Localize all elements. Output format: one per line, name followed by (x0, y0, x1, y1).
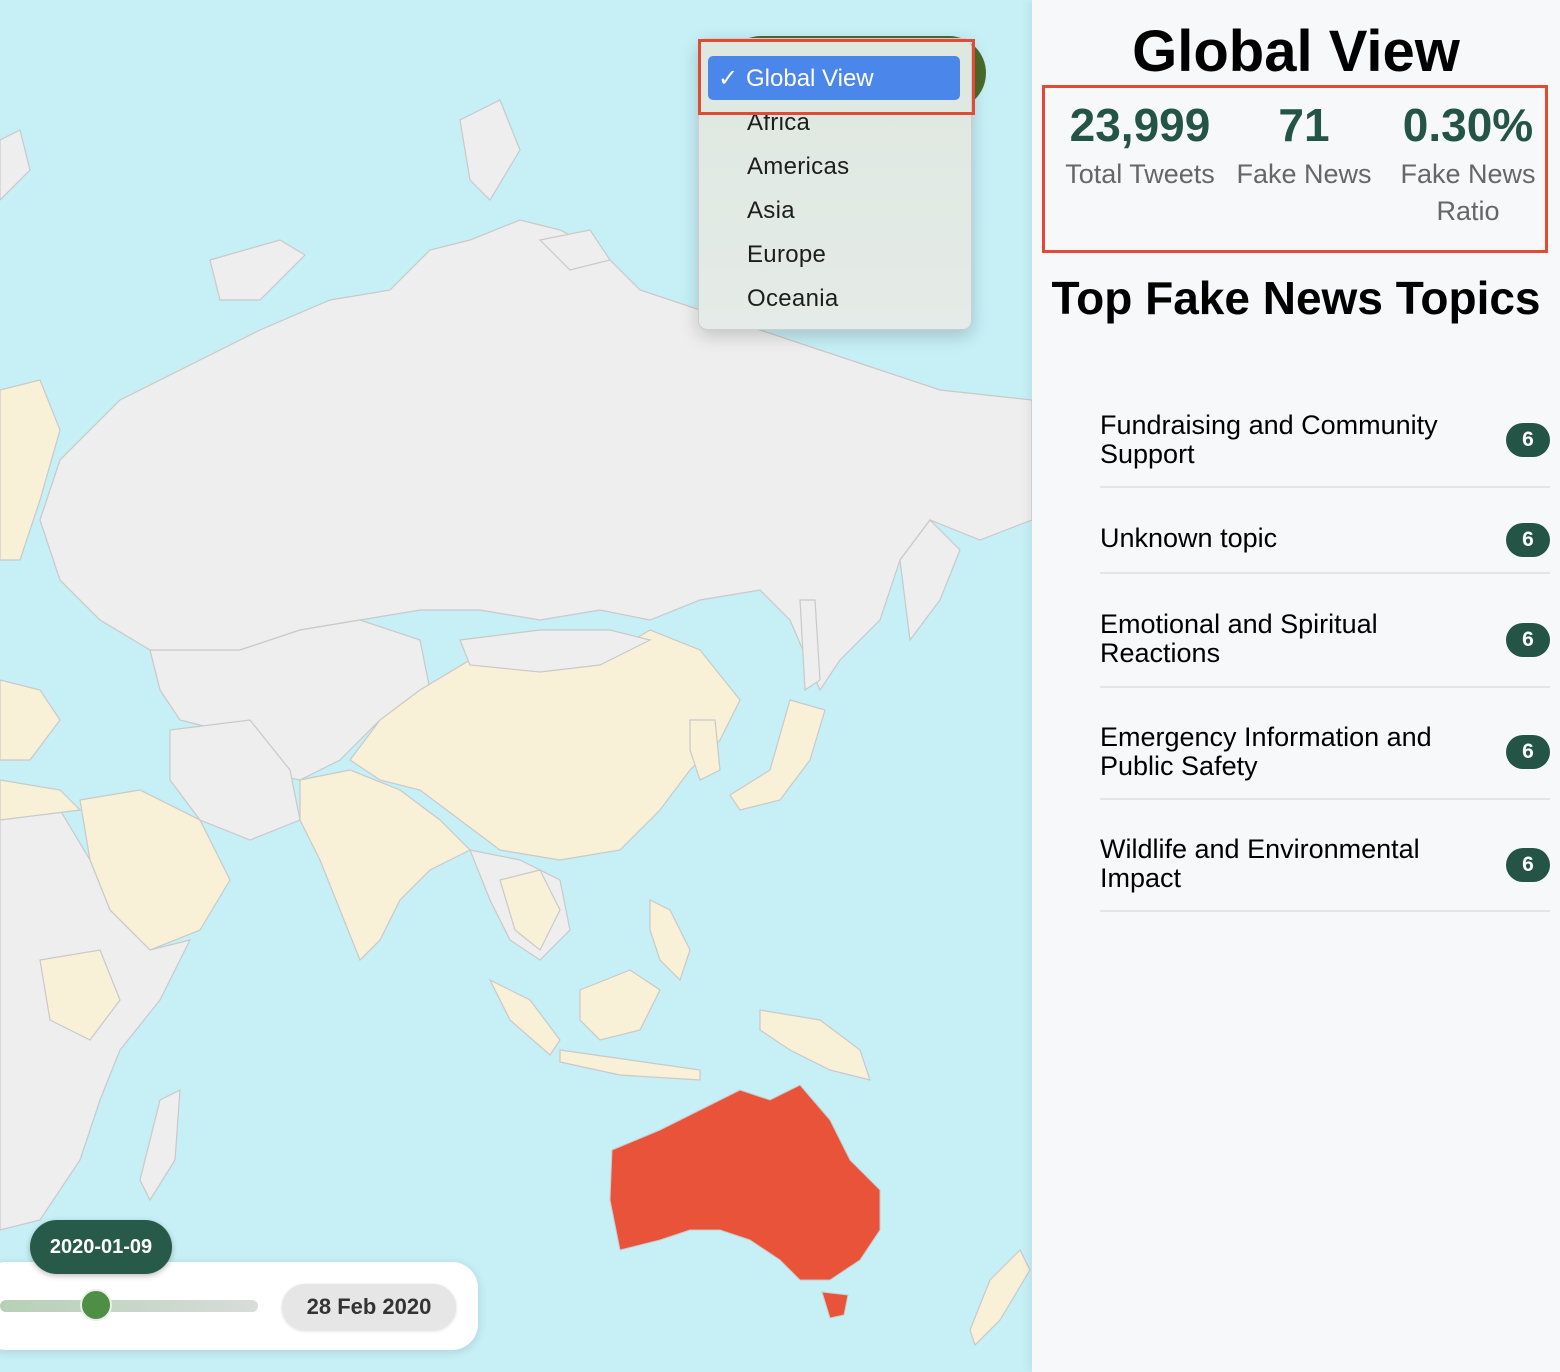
country-iran[interactable] (169, 719, 301, 841)
country-europe-west[interactable] (0, 679, 61, 761)
island-arctic-1[interactable] (459, 99, 521, 201)
stats-sidebar: Global View 23,999 Total Tweets 71 Fake … (1032, 0, 1560, 1372)
topics-heading: Top Fake News Topics (1051, 272, 1541, 324)
topic-label: Fundraising and Community Support (1100, 410, 1438, 469)
country-kenya[interactable] (39, 949, 121, 1041)
country-new-guinea[interactable] (759, 1009, 871, 1081)
island-madagascar[interactable] (139, 1088, 181, 1202)
topic-label: Emergency Information and Public Safety (1100, 722, 1432, 781)
topic-count-badge: 6 (1506, 623, 1550, 657)
map-svg[interactable] (0, 0, 1032, 1372)
dropdown-option-americas[interactable]: Americas (747, 153, 850, 180)
stat-fake-news-label: Fake News (1236, 159, 1372, 189)
island-tasmania[interactable] (821, 1291, 849, 1319)
country-africa-north[interactable] (0, 779, 82, 821)
topic-list-item[interactable]: Unknown topic 6 (1100, 496, 1550, 574)
country-scandinavia[interactable] (0, 379, 61, 561)
island-sakhalin[interactable] (799, 599, 821, 692)
current-date-badge: 2020-01-09 (30, 1220, 172, 1274)
timeline-slider-track[interactable] (0, 1300, 258, 1312)
country-philippines[interactable] (649, 899, 691, 982)
island-arctic-3[interactable] (538, 229, 611, 271)
country-thailand[interactable] (499, 869, 561, 951)
stat-total-tweets-value: 23,999 (1069, 99, 1211, 151)
country-mongolia[interactable] (459, 629, 652, 673)
country-australia[interactable] (609, 1084, 881, 1281)
world-map[interactable]: ✓ Global View Africa Americas Asia Europ… (0, 0, 1032, 1372)
topic-count-badge: 6 (1506, 523, 1550, 557)
country-japan[interactable] (729, 699, 826, 811)
annotation-highlight-box (1042, 85, 1548, 253)
topic-label: Wildlife and Environmental Impact (1100, 834, 1420, 893)
country-indonesia-borneo[interactable] (579, 969, 661, 1041)
topic-label: Emotional and Spiritual Reactions (1100, 609, 1378, 668)
country-korea[interactable] (689, 719, 721, 781)
timeline-slider-thumb[interactable] (80, 1289, 112, 1321)
topic-count-badge: 6 (1506, 848, 1550, 882)
topic-list-item[interactable]: Wildlife and Environmental Impact 6 (1100, 820, 1550, 912)
peninsula-kamchatka[interactable] (899, 519, 961, 642)
country-new-zealand[interactable] (969, 1248, 1031, 1347)
dropdown-option-asia[interactable]: Asia (747, 197, 795, 224)
sidebar-title: Global View (1132, 19, 1460, 84)
country-central-asia[interactable] (149, 619, 431, 781)
topic-list-item[interactable]: Emotional and Spiritual Reactions 6 (1100, 596, 1550, 688)
dropdown-option-global-view[interactable]: ✓ Global View (708, 56, 960, 100)
dropdown-option-oceania[interactable]: Oceania (747, 285, 839, 312)
dropdown-option-europe[interactable]: Europe (747, 241, 827, 268)
island-greenland-edge[interactable] (0, 129, 31, 201)
topic-list-item[interactable]: Emergency Information and Public Safety … (1100, 708, 1550, 800)
dropdown-option-label: Global View (746, 65, 874, 92)
topic-label: Unknown topic (1100, 523, 1278, 553)
country-indonesia-java[interactable] (559, 1049, 701, 1081)
checkmark-icon: ✓ (718, 65, 739, 92)
topic-count-badge: 6 (1506, 423, 1550, 457)
stat-fake-news-ratio-label: Fake News Ratio (1400, 159, 1536, 226)
stat-fake-news-value: 71 (1278, 99, 1330, 151)
annotation-highlight-box (698, 39, 975, 115)
country-india[interactable] (299, 769, 472, 962)
country-indonesia-sumatra[interactable] (488, 978, 561, 1056)
island-arctic-2[interactable] (209, 239, 306, 301)
region-dropdown-menu[interactable]: ✓ Global View Africa Americas Asia Europ… (698, 38, 972, 330)
stat-fake-news-ratio-value: 0.30% (1402, 99, 1534, 151)
topic-count-badge: 6 (1506, 735, 1550, 769)
stat-total-tweets-label: Total Tweets (1065, 159, 1215, 189)
end-date-button[interactable]: 28 Feb 2020 (282, 1284, 456, 1330)
topic-list-item[interactable]: Fundraising and Community Support 6 (1100, 408, 1550, 488)
